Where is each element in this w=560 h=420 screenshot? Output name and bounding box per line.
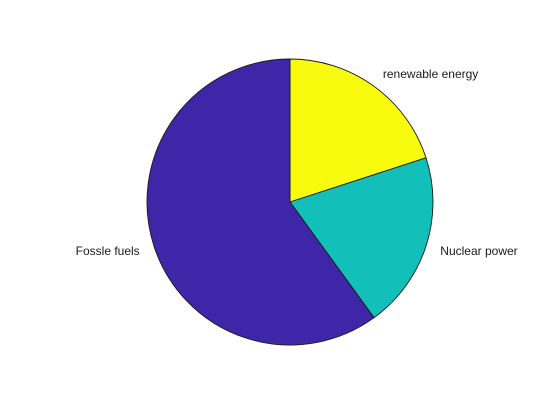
pie-label-fossle-fuels: Fossle fuels: [76, 244, 140, 258]
pie-label-renewable-energy: renewable energy: [383, 67, 478, 81]
pie-label-nuclear-power: Nuclear power: [440, 244, 517, 258]
pie-slice-renewable-energy: [289, 58, 427, 203]
pie-slices: [146, 58, 434, 346]
pie-slice-fossle-fuels: [146, 58, 375, 346]
pie-slice-nuclear-power: [289, 157, 434, 319]
pie-labels: renewable energy Nuclear power Fossle fuel…: [76, 67, 518, 258]
